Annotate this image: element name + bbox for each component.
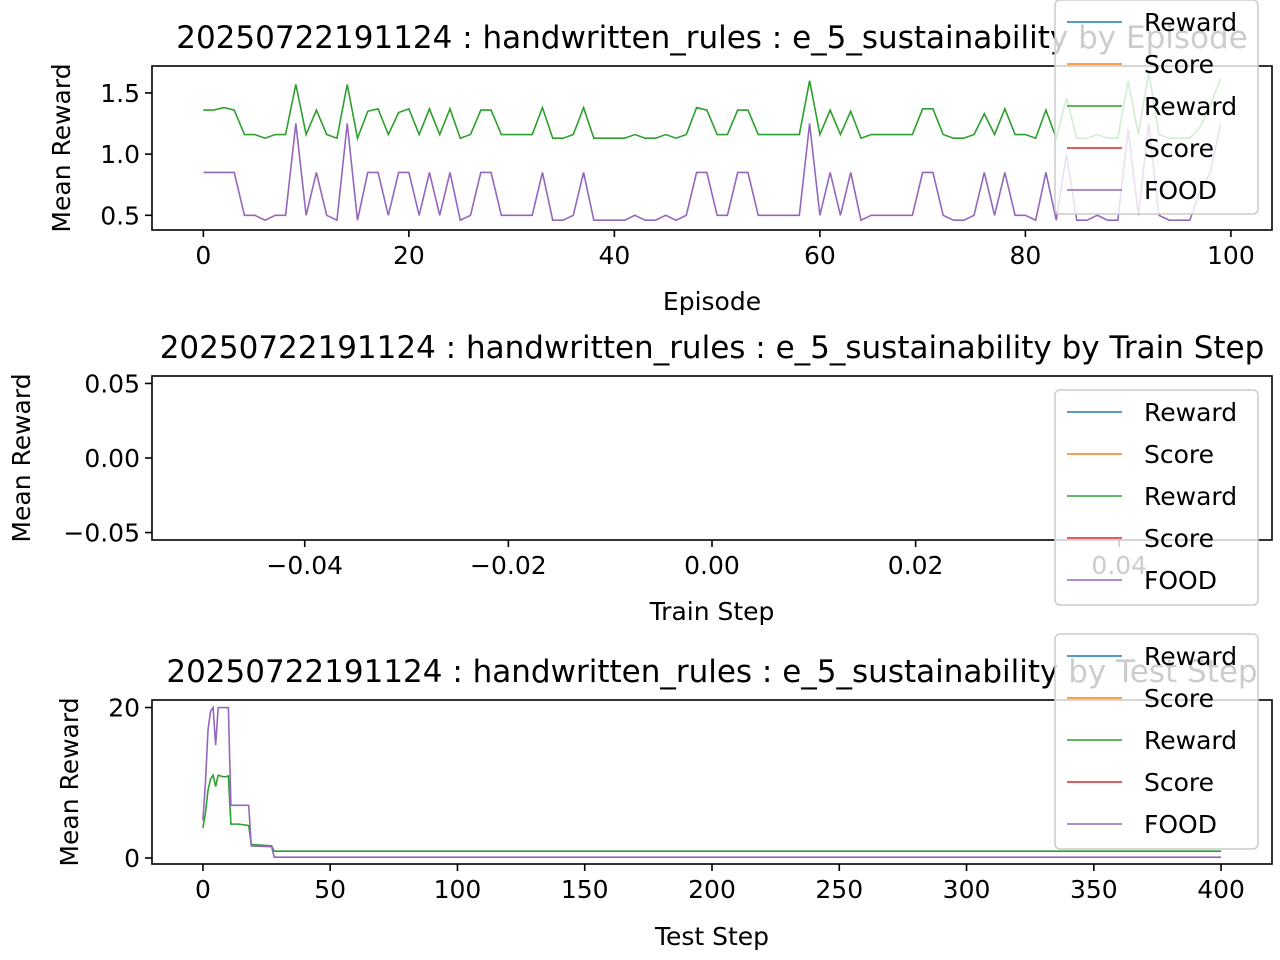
legend-label-3: Score: [1144, 768, 1214, 797]
x-tick-label: 150: [561, 875, 609, 904]
legend: Reward Score Reward Score FOOD: [1054, 389, 1259, 606]
axes-frame: [151, 65, 1273, 231]
legend-label-4: FOOD: [1144, 176, 1217, 205]
legend-frame: [1054, 633, 1259, 850]
legend-frame: [1054, 0, 1259, 215]
x-tick-label: 40: [598, 241, 630, 270]
legend-label-4: FOOD: [1144, 810, 1217, 839]
x-tick-label: 300: [943, 875, 991, 904]
x-tick-label: 60: [804, 241, 836, 270]
legend-label-3: Score: [1144, 134, 1214, 163]
y-tick-label: 0.05: [84, 369, 140, 398]
series-line-food-4: [203, 123, 1222, 222]
x-tick-label: −0.04: [266, 551, 343, 580]
x-tick-label: 100: [1207, 241, 1255, 270]
legend: Reward Score Reward Score FOOD: [1054, 0, 1259, 215]
series-line-reward-2: [202, 773, 1222, 853]
x-tick-label: 0.02: [888, 551, 944, 580]
legend-label-1: Score: [1144, 440, 1214, 469]
y-tick-label: 0.00: [84, 444, 140, 473]
x-axis-label: Test Step: [654, 922, 769, 951]
x-tick-label: 50: [314, 875, 346, 904]
y-tick-label: −0.05: [63, 519, 140, 548]
legend-label-0: Reward: [1144, 8, 1237, 37]
legend-label-2: Reward: [1144, 726, 1237, 755]
x-tick-label: 0.00: [684, 551, 740, 580]
y-tick-label: 20: [108, 694, 140, 723]
y-tick-label: 1.0: [100, 140, 140, 169]
legend-label-3: Score: [1144, 524, 1214, 553]
x-tick-label: −0.02: [470, 551, 547, 580]
legend-label-1: Score: [1144, 684, 1214, 713]
plot-area: [203, 71, 1222, 222]
y-axis-label: Mean Reward: [55, 697, 84, 866]
x-tick-label: 350: [1070, 875, 1118, 904]
legend-label-1: Score: [1144, 50, 1214, 79]
chart-title: 20250722191124 : handwritten_rules : e_5…: [160, 330, 1265, 366]
x-tick-label: 400: [1197, 875, 1245, 904]
chart-panel-3: 0 50 100 150 200 250 300 350 4000202025072219112…: [55, 633, 1273, 951]
series-line-food-4: [202, 705, 1222, 859]
y-tick-label: 0: [124, 844, 140, 873]
x-axis-label: Train Step: [649, 597, 775, 626]
legend-label-4: FOOD: [1144, 566, 1217, 595]
legend-label-2: Reward: [1144, 92, 1237, 121]
x-tick-label: 250: [815, 875, 863, 904]
y-axis-label: Mean Reward: [7, 373, 36, 542]
y-tick-label: 0.5: [100, 201, 140, 230]
y-tick-label: 1.5: [100, 79, 140, 108]
legend: Reward Score Reward Score FOOD: [1054, 633, 1259, 850]
legend-frame: [1054, 389, 1259, 606]
legend-label-0: Reward: [1144, 642, 1237, 671]
plot-area: [202, 705, 1222, 859]
x-tick-label: 0: [195, 241, 211, 270]
x-axis-label: Episode: [663, 287, 761, 316]
x-tick-label: 0: [195, 875, 211, 904]
chart-panel-2: −0.04−0.020.000.020.040.050.00−0.0520250…: [7, 330, 1273, 626]
x-tick-label: 20: [393, 241, 425, 270]
legend-label-2: Reward: [1144, 482, 1237, 511]
x-tick-label: 200: [688, 875, 736, 904]
x-tick-label: 80: [1009, 241, 1041, 270]
series-line-reward-2: [203, 71, 1222, 142]
legend-label-0: Reward: [1144, 398, 1237, 427]
x-tick-label: 100: [434, 875, 482, 904]
y-axis-label: Mean Reward: [47, 63, 76, 232]
